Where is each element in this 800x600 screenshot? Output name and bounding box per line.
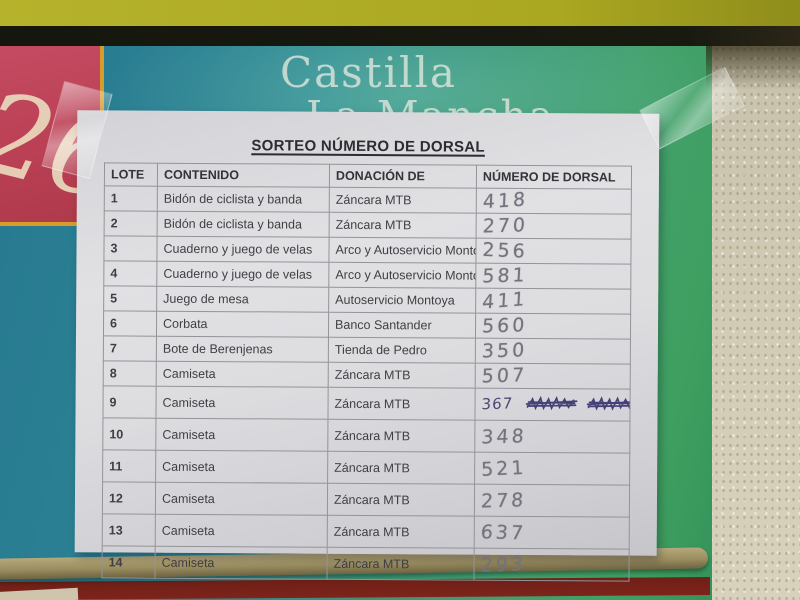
cell-contenido: Cuaderno y juego de velas [156, 236, 330, 263]
column-header-dorsal: NÚMERO DE DORSAL [476, 165, 632, 190]
dorsal-table: LOTE CONTENIDO DONACIÓN DE NÚMERO DE DOR… [101, 162, 632, 582]
table-row: 3 Cuaderno y juego de velas Arco y Autos… [103, 235, 632, 265]
handwritten-dorsal-number: 278 [480, 488, 527, 513]
table-row: 4 Cuaderno y juego de velas Arco y Autos… [103, 260, 631, 290]
cell-dorsal: 348 [474, 420, 630, 454]
cell-dorsal: 560 [475, 313, 631, 340]
cell-lote: 3 [103, 235, 158, 262]
cell-contenido: Camiseta [156, 361, 329, 388]
cell-contenido: Camiseta [155, 482, 328, 516]
handwritten-dorsal-number: 256 [482, 238, 529, 263]
handwritten-dorsal-number: 637 [479, 520, 528, 544]
cell-dorsal: 256 [475, 238, 632, 265]
handwritten-dorsal-number: 293 [479, 552, 527, 577]
cell-donacion: Tienda de Pedro [328, 337, 476, 364]
cell-dorsal: 350 [475, 338, 631, 365]
cell-contenido: Juego de mesa [156, 286, 329, 313]
handwritten-dorsal-number: 560 [481, 314, 528, 338]
cell-contenido: Camiseta [155, 450, 328, 484]
cell-dorsal: 367 [474, 388, 631, 422]
cell-lote: 5 [103, 285, 157, 312]
cell-donacion: Záncara MTB [327, 419, 475, 453]
cell-lote: 4 [103, 260, 157, 287]
cell-contenido: Camiseta [155, 418, 328, 452]
cell-dorsal: 521 [474, 452, 630, 486]
handwritten-dorsal-number: 350 [481, 339, 528, 363]
handwritten-dorsal-number: 270 [482, 214, 529, 238]
table-row: 11 Camiseta Záncara MTB 521 [102, 449, 630, 486]
column-header-contenido: CONTENIDO [157, 163, 330, 188]
cell-contenido: Camiseta [155, 514, 328, 548]
cell-donacion: Záncara MTB [327, 515, 475, 549]
cell-dorsal: 507 [475, 363, 631, 390]
cell-contenido: Camiseta [155, 386, 329, 420]
cell-lote: 10 [102, 417, 156, 451]
handwritten-dorsal-number: 418 [482, 188, 529, 214]
handwritten-dorsal-number: 367 [481, 393, 514, 413]
cell-lote: 9 [102, 385, 157, 419]
table-row: 13 Camiseta Záncara MTB 637 [102, 513, 630, 550]
cell-donacion: Záncara MTB [329, 187, 477, 214]
cell-lote: 2 [104, 210, 158, 237]
cell-donacion: Záncara MTB [326, 547, 475, 581]
table-row: 12 Camiseta Záncara MTB 278 [102, 481, 630, 518]
scribble-mark [525, 396, 578, 414]
table-row: 10 Camiseta Záncara MTB 348 [102, 417, 630, 454]
table-row: 2 Bidón de ciclista y banda Záncara MTB … [104, 210, 632, 240]
cell-dorsal: 411 [475, 288, 631, 315]
cell-dorsal: 418 [476, 188, 632, 215]
table-row: 5 Juego de mesa Autoservicio Montoya 411 [103, 285, 631, 315]
cell-donacion: Autoservicio Montoya [328, 287, 476, 314]
cell-donacion: Záncara MTB [327, 387, 476, 421]
cell-dorsal: 581 [475, 263, 631, 290]
cell-contenido: Bidón de ciclista y banda [157, 211, 330, 238]
cell-dorsal: 278 [474, 484, 630, 518]
table-row: 7 Bote de Berenjenas Tienda de Pedro 350 [103, 335, 631, 365]
scribble-mark [586, 396, 631, 415]
table-row: 8 Camiseta Záncara MTB 507 [103, 360, 631, 390]
cell-lote: 6 [103, 310, 157, 337]
column-header-donacion: DONACIÓN DE [329, 164, 477, 189]
cell-lote: 11 [102, 449, 156, 483]
poster-title-line1: Castilla [280, 48, 457, 97]
cell-dorsal: 270 [476, 213, 632, 240]
cell-lote: 14 [101, 545, 156, 579]
handwritten-dorsal-number: 348 [480, 424, 528, 449]
cell-lote: 7 [103, 335, 157, 362]
cell-lote: 12 [102, 481, 156, 515]
cell-contenido: Camiseta [154, 546, 328, 580]
handwritten-dorsal-number: 411 [481, 288, 529, 314]
cell-contenido: Cuaderno y juego de velas [156, 261, 329, 288]
yellow-top-band [0, 0, 800, 26]
cell-contenido: Bidón de ciclista y banda [157, 186, 330, 213]
cell-contenido: Corbata [156, 311, 329, 338]
column-header-lote: LOTE [104, 162, 158, 187]
cell-contenido: Bote de Berenjenas [156, 336, 329, 363]
cell-lote: 8 [103, 360, 157, 387]
cell-lote: 1 [104, 185, 158, 212]
cell-lote: 13 [102, 513, 156, 547]
handwritten-dorsal-number: 507 [481, 364, 528, 388]
table-row: 6 Corbata Banco Santander 560 [103, 310, 631, 340]
cell-dorsal: 293 [473, 548, 630, 582]
table-row: 14 Camiseta Záncara MTB 293 [101, 545, 630, 582]
table-row: 9 Camiseta Záncara MTB 367 [102, 385, 631, 422]
cell-donacion: Arco y Autoservicio Montoya [328, 262, 476, 289]
table-row: 1 Bidón de ciclista y banda Záncara MTB … [104, 185, 632, 215]
cell-dorsal: 637 [474, 516, 630, 550]
paper-document: SORTEO NÚMERO DE DORSAL LOTE CONTENIDO D… [74, 110, 660, 582]
dorsal-table-body: 1 Bidón de ciclista y banda Záncara MTB … [101, 185, 632, 582]
dark-top-band [0, 26, 800, 46]
cell-donacion: Záncara MTB [327, 483, 475, 517]
cell-donacion: Záncara MTB [328, 362, 476, 389]
cell-donacion: Arco y Autoservicio Montoya [328, 237, 477, 264]
cell-donacion: Záncara MTB [327, 451, 475, 485]
handwritten-dorsal-number: 521 [480, 456, 527, 481]
document-title: SORTEO NÚMERO DE DORSAL [251, 137, 485, 156]
handwritten-dorsal-number: 581 [481, 264, 529, 288]
cell-donacion: Záncara MTB [329, 212, 477, 239]
cell-donacion: Banco Santander [328, 312, 476, 339]
table-header-row: LOTE CONTENIDO DONACIÓN DE NÚMERO DE DOR… [104, 162, 632, 190]
